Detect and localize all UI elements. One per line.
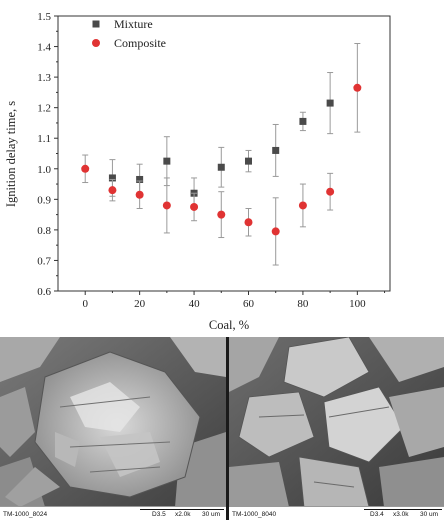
data-point-composite — [244, 218, 253, 227]
y-tick-label: 0.7 — [37, 255, 51, 267]
y-tick-label: 0.9 — [37, 194, 51, 206]
y-tick-label: 0.6 — [37, 286, 51, 298]
data-point-mixture — [272, 146, 280, 154]
data-point-composite — [353, 83, 362, 92]
legend-marker-mixture — [92, 20, 100, 28]
data-point-mixture — [326, 99, 334, 107]
chart-legend: Mixture Composite — [92, 17, 166, 50]
data-point-mixture — [108, 174, 116, 182]
data-point-composite — [108, 186, 117, 195]
x-axis-label: Coal, % — [209, 318, 249, 332]
y-tick-label: 1.5 — [37, 11, 51, 23]
data-point-mixture — [136, 175, 144, 183]
x-tick-label: 80 — [297, 298, 309, 310]
image-mag-left: x2.0k — [175, 511, 191, 518]
x-tick-label: 40 — [189, 298, 201, 310]
image-id-left: TM-1000_8024 — [3, 511, 48, 518]
x-tick-label: 0 — [82, 298, 88, 310]
y-tick-label: 1.0 — [37, 164, 51, 176]
sem-micrograph-right — [229, 337, 444, 507]
image-scale-right: 30 um — [420, 511, 439, 518]
x-tick-label: 20 — [134, 298, 146, 310]
data-point-mixture — [217, 163, 225, 171]
data-point-mixture — [244, 157, 252, 165]
x-tick-label: 60 — [243, 298, 255, 310]
sem-image-right: TM-1000_8040 D3.4 x3.0k 30 um — [229, 337, 444, 520]
data-point-composite — [190, 202, 199, 211]
image-params-left: D3.5 — [152, 511, 166, 518]
y-tick-label: 1.1 — [37, 133, 51, 145]
sem-image-left: TM-1000_8024 D3.5 x2.0k 30 um — [0, 337, 226, 520]
legend-marker-composite — [92, 39, 100, 47]
data-point-composite — [326, 187, 335, 196]
image-mag-right: x3.0k — [393, 511, 409, 518]
image-id-right: TM-1000_8040 — [232, 511, 277, 518]
sem-micrograph-left — [0, 337, 226, 507]
plot-frame — [57, 15, 391, 292]
data-point-composite — [135, 190, 144, 199]
data-point-mixture — [163, 157, 171, 165]
data-point-composite — [271, 227, 280, 236]
legend-label: Composite — [114, 36, 166, 50]
data-point-composite — [298, 201, 307, 210]
y-tick-label: 0.8 — [37, 225, 51, 237]
y-tick-label: 1.3 — [37, 72, 51, 84]
data-point-composite — [162, 201, 171, 210]
y-tick-label: 1.4 — [37, 42, 51, 54]
data-point-composite — [217, 210, 226, 219]
image-divider — [226, 337, 229, 520]
chart-axes: 0 20 40 60 80 100 0.6 0.7 0.8 0.9 1.0 1.1 1.2 1.3 1.4 1… — [37, 11, 391, 310]
legend-label: Mixture — [114, 17, 153, 31]
image-scale-left: 30 um — [202, 511, 221, 518]
y-tick-label: 1.2 — [37, 103, 51, 115]
scale-bar-left — [140, 509, 224, 510]
chart-marks — [81, 43, 362, 266]
ignition-delay-chart: 0 20 40 60 80 100 0.6 0.7 0.8 0.9 1.0 1.1 1.2 1.3 1.4 1… — [4, 11, 391, 332]
data-point-composite — [81, 164, 90, 173]
image-params-right: D3.4 — [370, 511, 384, 518]
x-tick-label: 100 — [349, 298, 366, 310]
data-point-mixture — [299, 117, 307, 125]
scale-bar-right — [364, 509, 442, 510]
y-axis-label: Ignition delay time, s — [4, 101, 18, 207]
